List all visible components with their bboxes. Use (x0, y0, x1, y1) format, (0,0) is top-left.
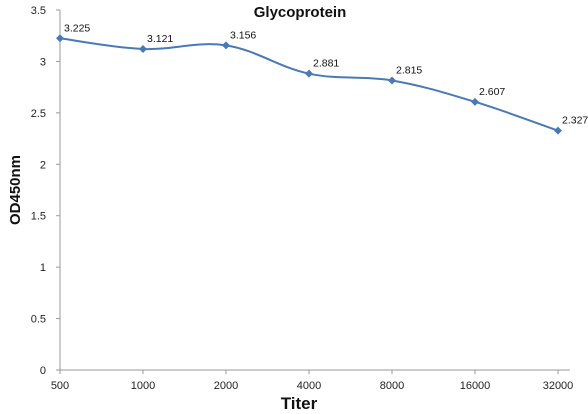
data-label: 3.121 (147, 33, 173, 45)
y-tick-label: 2.5 (31, 108, 46, 120)
x-axis-ticks: 500 1000 2000 4000 8000 16000 32000 (51, 370, 573, 392)
y-tick-label: 1.5 (31, 211, 46, 223)
y-axis-ticks: 0 0.5 1 1.5 2 2.5 3 3.5 (31, 5, 60, 377)
data-label: 2.881 (313, 58, 339, 70)
data-label: 2.607 (479, 86, 505, 98)
y-tick-label: 3.5 (31, 5, 46, 17)
data-point-marker (471, 97, 479, 106)
x-axis-title: Titer (281, 394, 318, 413)
data-point-marker (56, 34, 64, 43)
series-line (59, 37, 559, 132)
x-tick-label: 16000 (460, 380, 491, 392)
data-label: 2.815 (396, 64, 422, 76)
x-tick-label: 32000 (543, 380, 574, 392)
data-point-marker (222, 41, 230, 50)
chart-title: Glycoprotein (254, 4, 347, 21)
y-tick-label: 0.5 (31, 314, 46, 326)
data-labels: 3.225 3.121 3.156 2.881 2.815 2.607 2.327 (64, 22, 588, 126)
data-point-marker (305, 69, 313, 78)
data-label: 3.225 (64, 22, 90, 34)
data-point-marker (554, 126, 562, 135)
series-markers (56, 34, 562, 135)
x-tick-label: 4000 (297, 380, 321, 392)
y-axis-title: OD450nm (7, 155, 24, 225)
data-label: 2.327 (562, 115, 588, 127)
x-tick-label: 2000 (214, 380, 238, 392)
x-tick-label: 500 (51, 380, 69, 392)
data-point-marker (388, 76, 396, 85)
y-tick-label: 2 (40, 159, 46, 171)
x-tick-label: 8000 (380, 380, 404, 392)
data-label: 3.156 (230, 29, 256, 41)
data-point-marker (139, 44, 147, 53)
x-tick-label: 1000 (131, 380, 155, 392)
y-tick-label: 3 (40, 56, 46, 68)
y-tick-label: 0 (40, 365, 46, 377)
y-tick-label: 1 (40, 262, 46, 274)
